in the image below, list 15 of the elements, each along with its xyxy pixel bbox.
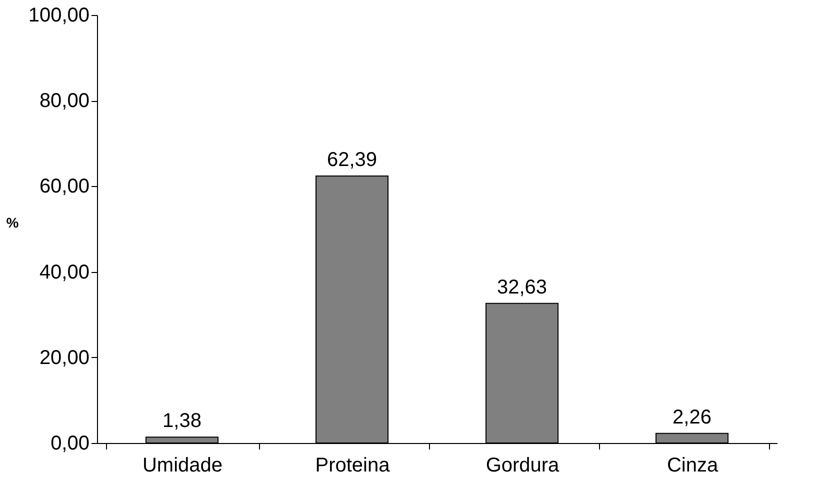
x-tick-label: Umidade [142, 454, 223, 476]
x-tick-label: Gordura [486, 454, 560, 476]
data-label: 32,63 [496, 276, 548, 298]
data-label: 2,26 [672, 406, 712, 428]
y-tick-label: 100,00 [28, 4, 90, 26]
y-tick-label: 0,00 [50, 432, 90, 454]
y-tick-label: 20,00 [39, 346, 90, 369]
y-axis-title: % [6, 214, 20, 230]
y-tick-label: 60,00 [39, 176, 90, 198]
x-tick-label: Cinza [666, 454, 719, 476]
data-label: 1,38 [162, 410, 202, 432]
x-tick-label: Proteina [315, 454, 391, 476]
y-tick-label: 40,00 [39, 261, 90, 284]
data-label: 62,39 [326, 148, 378, 171]
y-tick-label: 80,00 [39, 90, 90, 112]
